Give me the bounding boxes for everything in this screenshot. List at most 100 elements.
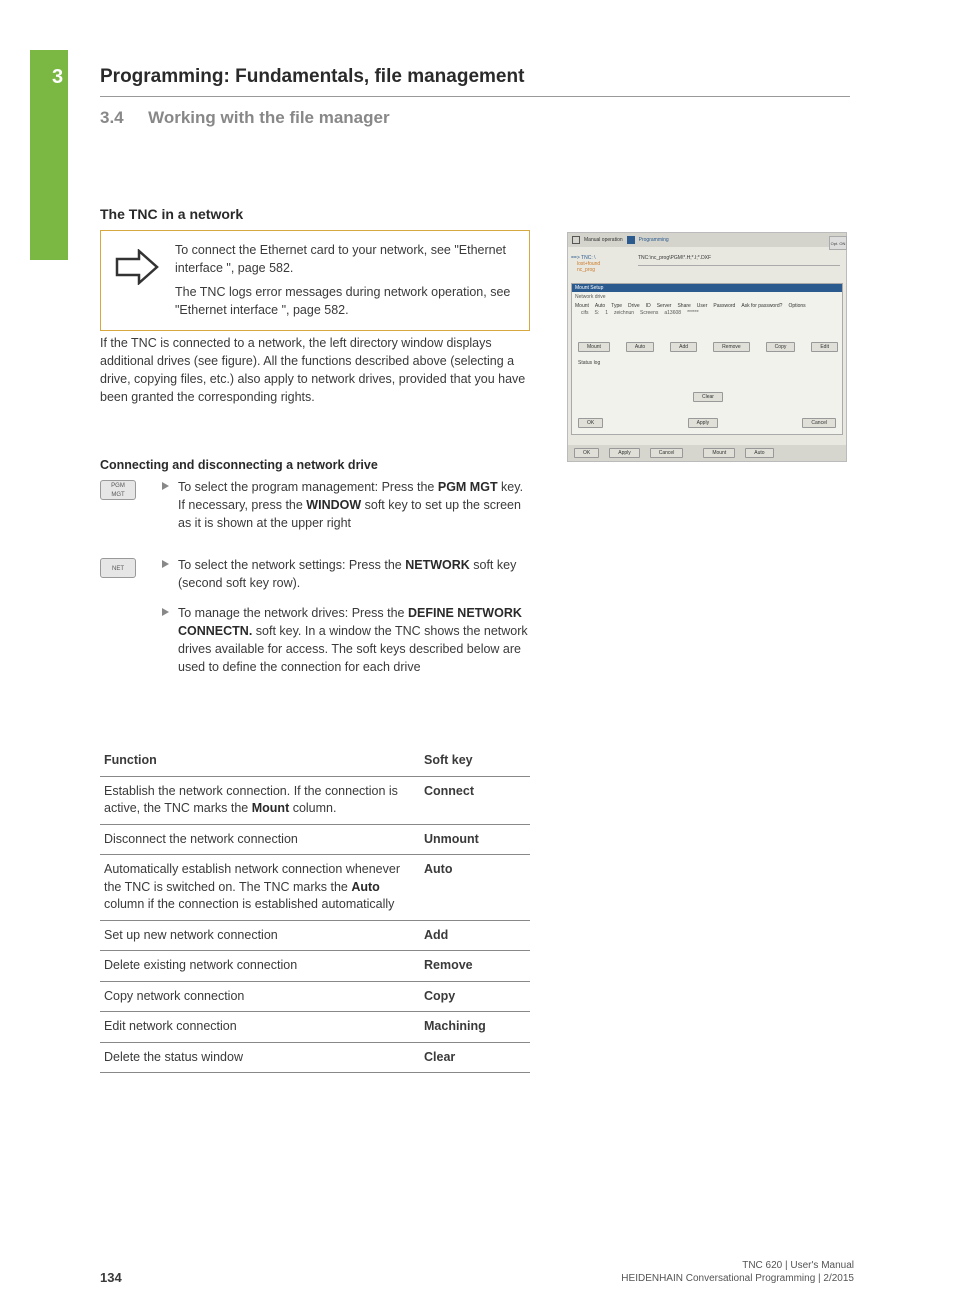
- cell-function: Set up new network connection: [100, 920, 420, 951]
- pgm-mgt-key-icon: PGMMGT: [100, 480, 136, 500]
- bullet-marker-icon: [162, 608, 169, 616]
- col-softkey: Soft key: [420, 746, 530, 776]
- col-label: User: [697, 303, 708, 309]
- status-log-label: Status log: [578, 360, 600, 366]
- cell-function: Disconnect the network connection: [100, 824, 420, 855]
- cell-function: Copy network connection: [100, 981, 420, 1012]
- ss-tree: ==> TNC: \ lost+found nc_prog: [571, 255, 631, 273]
- col-label: Type: [611, 303, 622, 309]
- bullet-text: To select the program management: Press …: [178, 480, 438, 494]
- cell-function: Automatically establish network connecti…: [100, 855, 420, 921]
- ss-path: TNC:\nc_prog\PGM\*.H;*.I;*.DXF: [638, 255, 711, 261]
- arrow-icon: [115, 249, 159, 285]
- dialog-btnrow1: Mount Auto Add Remove Copy Edit: [578, 342, 838, 352]
- opt-button[interactable]: Opt. ON: [829, 236, 847, 250]
- bullet-text: To select the network settings: Press th…: [178, 558, 405, 572]
- dialog-columns: Mount Auto Type Drive ID Server Share User Passw…: [572, 302, 842, 310]
- dialog-button[interactable]: Mount: [578, 342, 610, 352]
- row-val: ******: [687, 310, 699, 316]
- dialog-button[interactable]: Clear: [693, 392, 723, 402]
- table-row: Set up new network connectionAdd: [100, 920, 530, 951]
- col-function: Function: [100, 746, 420, 776]
- cancel-button[interactable]: Cancel: [802, 418, 836, 428]
- col-label: Ask for password?: [741, 303, 782, 309]
- row-val: Screens: [640, 310, 658, 316]
- softkey-button[interactable]: Auto: [745, 448, 773, 458]
- dialog-row: cifsS:1zeichnunScreensa13608******: [572, 310, 842, 316]
- page-number: 134: [100, 1270, 122, 1285]
- dialog-button[interactable]: Remove: [713, 342, 750, 352]
- cell-softkey: Add: [420, 920, 530, 951]
- note-p1: To connect the Ethernet card to your net…: [175, 241, 517, 277]
- footer-right: TNC 620 | User's Manual HEIDENHAIN Conve…: [621, 1259, 854, 1285]
- subheading: The TNC in a network: [100, 206, 243, 222]
- bullet-key: WINDOW: [306, 498, 361, 512]
- cell-function: Establish the network connection. If the…: [100, 776, 420, 824]
- section-number: 3.4: [100, 108, 124, 127]
- chapter-title: Programming: Fundamentals, file manageme…: [100, 66, 524, 88]
- screenshot-figure: Manual operation Programming Opt. ON ==>…: [567, 232, 847, 462]
- bullet-marker-icon: [162, 482, 169, 490]
- row-val: S:: [595, 310, 600, 316]
- bullet-text: To manage the network drives: Press the: [178, 606, 408, 620]
- cell-function: Delete the status window: [100, 1042, 420, 1073]
- dialog-button[interactable]: Copy: [766, 342, 796, 352]
- table-row: Delete the status windowClear: [100, 1042, 530, 1073]
- ok-button[interactable]: OK: [578, 418, 603, 428]
- softkey-button[interactable]: Apply: [609, 448, 640, 458]
- dialog-button[interactable]: Edit: [811, 342, 838, 352]
- cell-function: Delete existing network connection: [100, 951, 420, 982]
- bullet-key: PGM MGT: [438, 480, 498, 494]
- cell-softkey: Connect: [420, 776, 530, 824]
- col-label: ID: [646, 303, 651, 309]
- mode-manual: Manual operation: [584, 237, 623, 243]
- chapter-number: 3: [52, 66, 63, 89]
- programming-icon: [627, 236, 635, 244]
- row-val: zeichnun: [614, 310, 634, 316]
- softkey-button[interactable]: OK: [574, 448, 599, 458]
- cell-softkey: Copy: [420, 981, 530, 1012]
- bullet-2: To select the network settings: Press th…: [178, 556, 530, 592]
- ss-bottombar: OK Apply Cancel Mount Auto: [568, 445, 846, 461]
- mode-programming: Programming: [639, 237, 669, 243]
- table-row: Edit network connectionMachining: [100, 1012, 530, 1043]
- cell-softkey: Remove: [420, 951, 530, 982]
- row-val: cifs: [581, 310, 589, 316]
- body-paragraph: If the TNC is connected to a network, th…: [100, 334, 530, 407]
- softkey-table: Function Soft key Establish the network …: [100, 746, 530, 1073]
- dialog-button[interactable]: Auto: [626, 342, 654, 352]
- dialog-subtitle: Network drive: [572, 292, 842, 302]
- net-key-icon: NET: [100, 558, 136, 578]
- table-row: Automatically establish network connecti…: [100, 855, 530, 921]
- dialog-title: Mount Setup: [572, 284, 842, 292]
- col-label: Mount: [575, 303, 589, 309]
- ss-rule: [638, 265, 840, 266]
- col-label: Options: [788, 303, 805, 309]
- cell-softkey: Clear: [420, 1042, 530, 1073]
- bullet-marker-icon: [162, 560, 169, 568]
- col-label: Auto: [595, 303, 605, 309]
- softkey-button[interactable]: Mount: [703, 448, 735, 458]
- dialog-button[interactable]: Add: [670, 342, 697, 352]
- apply-button[interactable]: Apply: [688, 418, 719, 428]
- section-title: Working with the file manager: [148, 108, 390, 127]
- section-row: 3.4 Working with the file manager: [100, 108, 390, 128]
- cell-softkey: Unmount: [420, 824, 530, 855]
- cell-softkey: Machining: [420, 1012, 530, 1043]
- col-label: Password: [713, 303, 735, 309]
- softkey-button[interactable]: Cancel: [650, 448, 684, 458]
- divider: [100, 96, 850, 97]
- bullet-1: To select the program management: Press …: [178, 478, 530, 532]
- col-label: Drive: [628, 303, 640, 309]
- col-label: Server: [657, 303, 672, 309]
- manual-icon: [572, 236, 580, 244]
- col-label: Share: [677, 303, 690, 309]
- table-row: Disconnect the network connectionUnmount: [100, 824, 530, 855]
- table-row: Copy network connectionCopy: [100, 981, 530, 1012]
- note-box: To connect the Ethernet card to your net…: [100, 230, 530, 331]
- tree-row[interactable]: nc_prog: [571, 267, 631, 273]
- bullet-3: To manage the network drives: Press the …: [178, 604, 530, 677]
- table-row: Delete existing network connectionRemove: [100, 951, 530, 982]
- dialog-btnrow3: OK Apply Cancel: [578, 418, 836, 428]
- footer-line1: TNC 620 | User's Manual: [621, 1259, 854, 1272]
